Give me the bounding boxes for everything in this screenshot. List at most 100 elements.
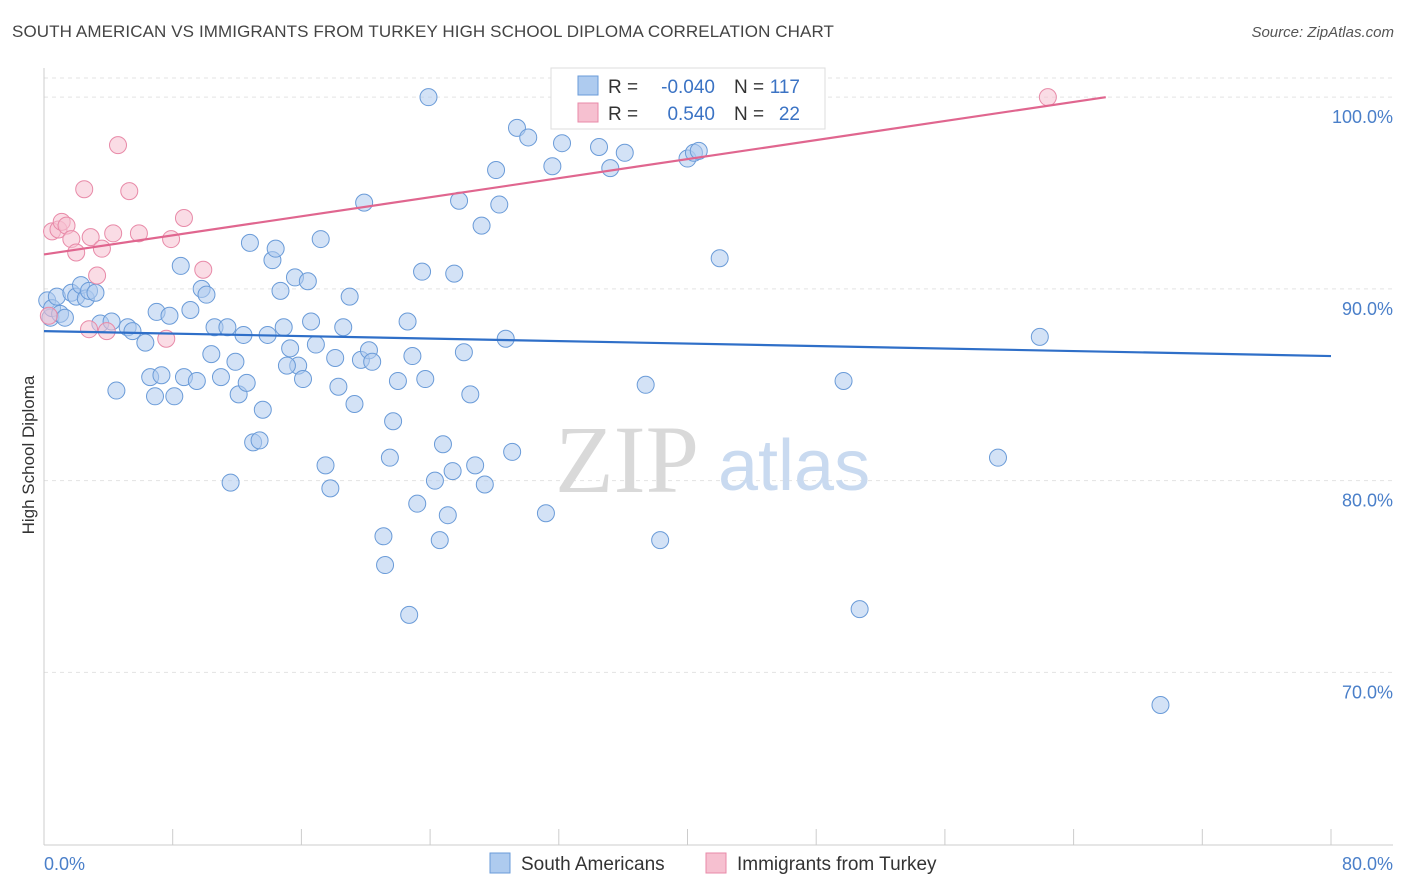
point-south-american [211, 368, 230, 387]
point-south-american [461, 385, 480, 404]
point-immigrant-turkey [109, 136, 128, 155]
point-south-american [601, 159, 620, 178]
point-immigrant-turkey [80, 320, 99, 339]
point-south-american [294, 370, 313, 389]
point-south-american [329, 377, 348, 396]
point-immigrant-turkey [67, 243, 86, 262]
point-south-american [413, 262, 432, 281]
point-south-american [345, 394, 364, 413]
point-south-american [475, 475, 494, 494]
point-immigrant-turkey [129, 224, 148, 243]
watermark-atlas: atlas [718, 426, 870, 506]
point-immigrant-turkey [75, 180, 94, 199]
point-immigrant-turkey [39, 306, 58, 325]
point-south-american [274, 318, 293, 337]
point-south-american [988, 448, 1007, 467]
point-south-american [226, 352, 245, 371]
point-south-american [400, 605, 419, 624]
point-south-american [454, 343, 473, 362]
point-south-american [636, 375, 655, 394]
point-south-american [433, 435, 452, 454]
point-south-american [86, 283, 105, 302]
point-south-american [298, 272, 317, 291]
x-tick-label-max: 80.0% [1342, 854, 1393, 874]
series-legend: South Americans Immigrants from Turkey [489, 852, 937, 875]
point-south-american [316, 456, 335, 475]
series-legend-swatch-pink [705, 852, 727, 874]
y-axis-label: High School Diploma [19, 375, 38, 534]
point-immigrant-turkey [88, 266, 107, 285]
point-south-american [187, 371, 206, 390]
point-south-american [384, 412, 403, 431]
point-south-american [487, 161, 506, 180]
legend-r-label-1: R = [608, 77, 638, 98]
point-immigrant-turkey [194, 260, 213, 279]
point-south-american [334, 318, 353, 337]
point-south-american [311, 230, 330, 249]
legend-n-label-2: N = [734, 104, 764, 125]
point-south-american [123, 322, 142, 341]
point-immigrant-turkey [120, 182, 139, 201]
point-south-american [408, 494, 427, 513]
point-south-american [253, 400, 272, 419]
point-south-american [136, 333, 155, 352]
legend-n-value-2: 22 [779, 104, 800, 125]
legend-n-label-1: N = [734, 77, 764, 98]
point-south-american [425, 471, 444, 490]
point-south-american [181, 301, 200, 320]
y-tick-labels: 70.0% 80.0% 90.0% 100.0% [1332, 107, 1393, 702]
point-immigrant-turkey [81, 228, 100, 247]
point-south-american [398, 312, 417, 331]
point-south-american [160, 306, 179, 325]
point-south-american [403, 347, 422, 366]
point-south-american [218, 318, 237, 337]
point-south-american [1151, 696, 1170, 715]
point-immigrant-turkey [1038, 88, 1057, 107]
point-south-american [197, 285, 216, 304]
series-legend-label-1: South Americans [521, 854, 665, 875]
point-south-american [416, 370, 435, 389]
trend-line-immigrants-turkey [43, 96, 1106, 256]
point-south-american [590, 138, 609, 157]
point-south-american [472, 216, 491, 235]
point-immigrant-turkey [174, 208, 193, 227]
point-south-american [302, 312, 321, 331]
point-south-american [651, 531, 670, 550]
point-south-american [374, 527, 393, 546]
point-south-american [266, 239, 285, 258]
point-south-american [536, 504, 555, 523]
point-south-american [388, 371, 407, 390]
legend-swatch-pink [577, 102, 599, 123]
point-south-american [171, 256, 190, 275]
point-south-american [376, 556, 395, 575]
x-tick-label-min: 0.0% [44, 854, 85, 874]
legend-r-label-2: R = [608, 104, 638, 125]
point-south-american [419, 88, 438, 107]
point-south-american [850, 600, 869, 619]
chart-title: SOUTH AMERICAN VS IMMIGRANTS FROM TURKEY… [12, 22, 835, 41]
point-south-american [107, 381, 126, 400]
y-tick-label: 70.0% [1342, 682, 1393, 702]
point-immigrant-turkey [162, 230, 181, 249]
point-south-american [503, 442, 522, 461]
point-south-american [445, 264, 464, 283]
point-south-american [490, 195, 509, 214]
point-south-american [466, 456, 485, 475]
series-south-americans [38, 88, 1170, 715]
point-south-american [380, 448, 399, 467]
stats-legend: R = -0.040 N = 117 R = 0.540 N = 22 [550, 67, 826, 130]
point-south-american [152, 366, 171, 385]
point-immigrant-turkey [104, 224, 123, 243]
y-tick-label: 80.0% [1342, 491, 1393, 511]
point-south-american [710, 249, 729, 268]
trend-line-south-americans [43, 330, 1332, 358]
point-south-american [1030, 327, 1049, 346]
point-south-american [430, 531, 449, 550]
legend-swatch-blue [577, 75, 599, 96]
point-south-american [363, 352, 382, 371]
point-south-american [281, 339, 300, 358]
point-south-american [615, 143, 634, 162]
point-south-american [55, 308, 74, 327]
point-south-american [146, 387, 165, 406]
